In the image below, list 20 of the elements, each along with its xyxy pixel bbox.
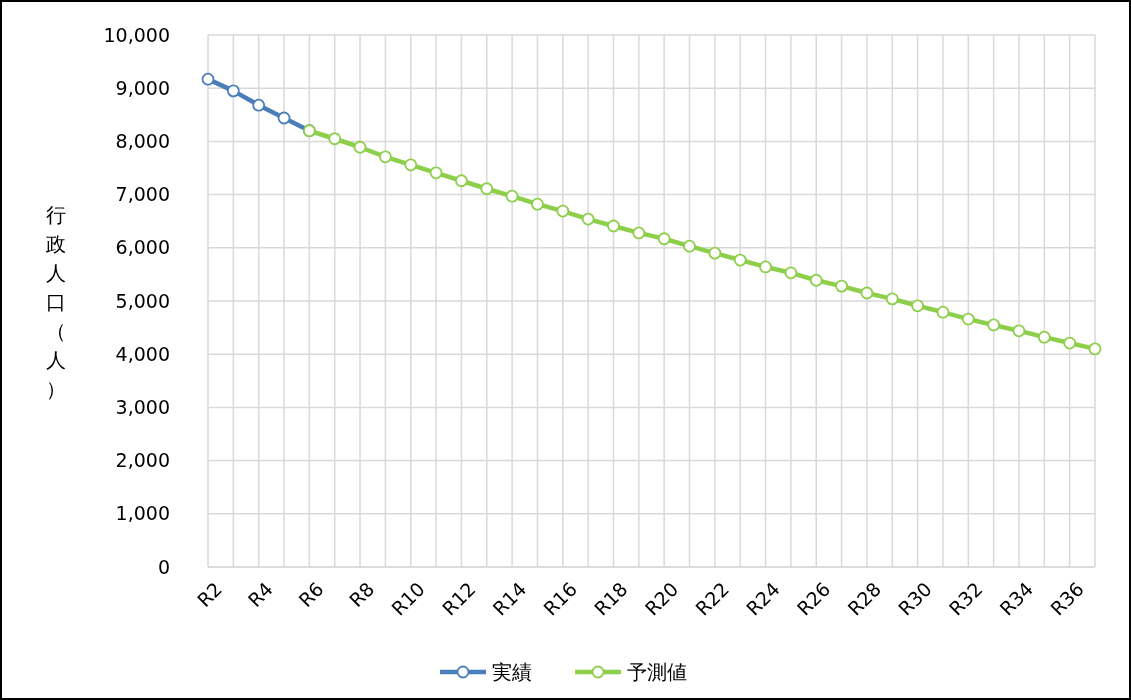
x-tick-label: R10 bbox=[386, 577, 429, 620]
y-axis-title: 行政人口（人） bbox=[46, 203, 66, 401]
y-tick-label: 8,000 bbox=[115, 130, 170, 153]
x-tick-label: R6 bbox=[294, 577, 328, 612]
y-tick-label: 5,000 bbox=[115, 289, 170, 312]
y-tick-label: 7,000 bbox=[115, 183, 170, 206]
legend-label: 予測値 bbox=[627, 660, 687, 684]
legend-label: 実績 bbox=[492, 660, 532, 684]
y-tick-label: 4,000 bbox=[115, 342, 170, 365]
x-tick-label: R2 bbox=[192, 577, 227, 612]
x-tick-label: R4 bbox=[243, 577, 277, 612]
y-tick-label: 1,000 bbox=[115, 502, 170, 525]
y-tick-label: 10,000 bbox=[103, 23, 170, 46]
y-tick-label: 9,000 bbox=[115, 76, 170, 99]
x-tick-label: R8 bbox=[344, 577, 379, 612]
y-tick-label: 0 bbox=[157, 555, 170, 578]
x-tick-label: R22 bbox=[691, 577, 734, 620]
y-tick-label: 2,000 bbox=[115, 449, 170, 472]
y-tick-label: 3,000 bbox=[115, 396, 170, 419]
y-tick-label: 6,000 bbox=[115, 236, 170, 259]
